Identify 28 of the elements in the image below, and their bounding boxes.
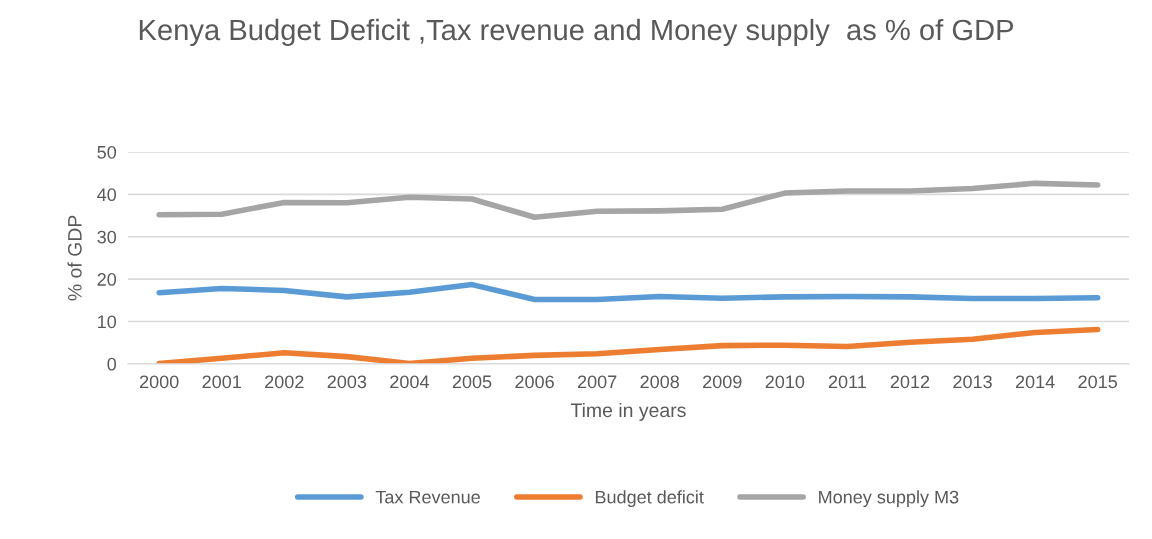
x-tick-label: 2002: [265, 375, 304, 389]
x-tick-label: 2001: [202, 375, 241, 389]
x-tick-label: 2010: [765, 375, 805, 389]
x-tick-label: 2004: [390, 375, 429, 389]
y-axis-title: % of GDP: [67, 215, 82, 301]
legend-label: Money supply M3: [819, 490, 959, 508]
y-tick-label: 0: [107, 357, 117, 371]
x-tick-label: 2003: [327, 375, 367, 389]
x-tick-label: 2012: [890, 375, 930, 389]
x-tick-label: 2000: [139, 375, 179, 389]
x-tick-label: 2006: [515, 375, 554, 389]
x-tick-label: 2009: [703, 375, 742, 389]
y-tick-label: 20: [97, 273, 117, 286]
x-tick-label: 2008: [640, 375, 679, 389]
legend-label: Tax Revenue: [375, 490, 480, 504]
y-tick-label: 10: [98, 315, 117, 329]
chart-title: Kenya Budget Deficit ,Tax revenue and Money supply as % of GDP: [139, 18, 1014, 47]
y-tick-label: 30: [97, 230, 117, 244]
y-tick-label: 40: [97, 188, 117, 202]
x-tick-label: 2007: [577, 375, 617, 389]
x-tick-label: 2013: [953, 375, 992, 389]
y-tick-label: 50: [97, 145, 117, 159]
x-tick-label: 2014: [1015, 375, 1055, 389]
x-axis-title: Time in years: [570, 402, 686, 421]
x-tick-label: 2005: [452, 375, 492, 389]
x-tick-label: 2011: [828, 375, 866, 389]
legend-label: Budget deficit: [595, 490, 704, 508]
x-tick-label: 2015: [1078, 375, 1117, 389]
